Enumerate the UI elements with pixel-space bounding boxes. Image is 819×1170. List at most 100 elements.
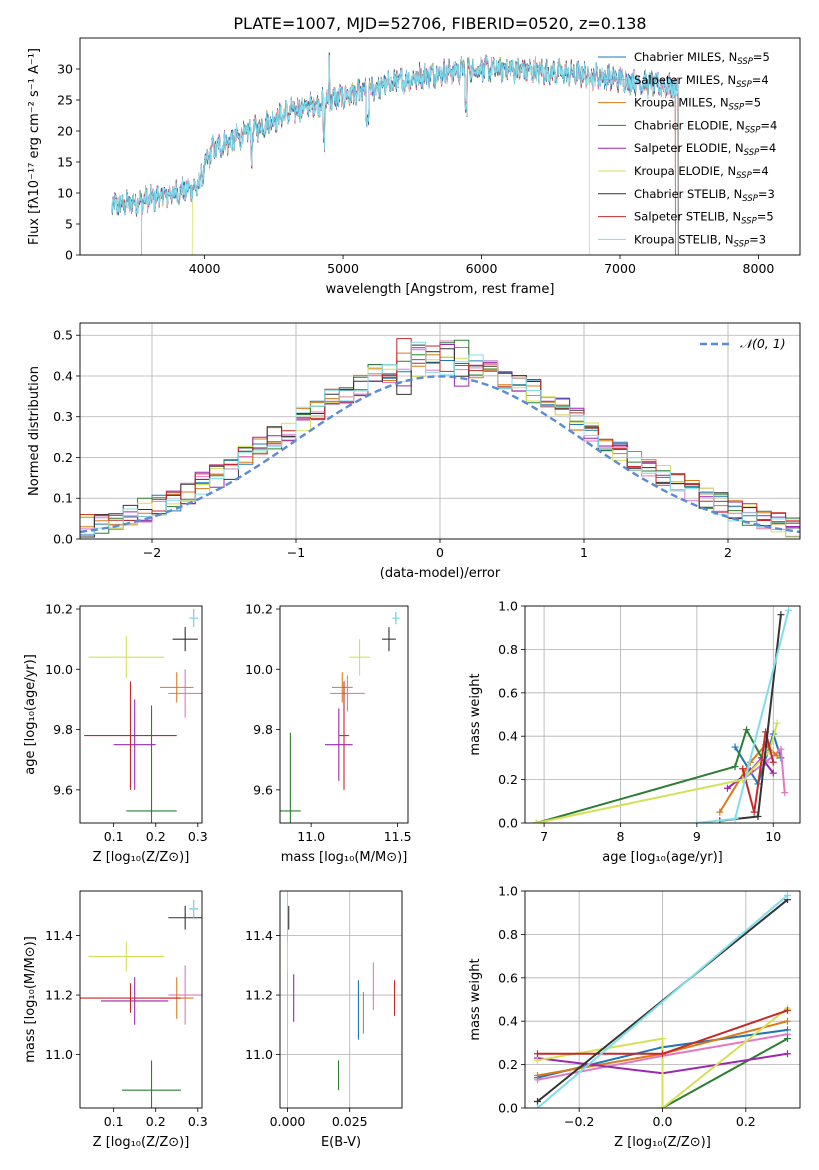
x-tick-label: 4000 xyxy=(189,261,221,276)
weight-marker xyxy=(784,1050,791,1058)
legend-suffix: =4 xyxy=(752,73,769,87)
axes-frame xyxy=(279,890,403,1109)
legend-suffix: =5 xyxy=(744,96,761,110)
weight-series-line xyxy=(742,747,786,793)
weight-marker xyxy=(731,763,739,771)
x-axis-label: E(B-V) xyxy=(321,1135,361,1150)
y-tick-label: 1.0 xyxy=(498,884,518,899)
x-tick-label: 2 xyxy=(724,545,732,560)
y-tick-label: 10.2 xyxy=(45,602,73,617)
legend-suffix: =4 xyxy=(760,118,777,132)
x-tick-label: 8000 xyxy=(743,261,775,276)
age-vs-mass-plot-area xyxy=(280,612,400,823)
errorbar-point xyxy=(80,983,181,1013)
y-axis-label: Normed distribution xyxy=(27,366,42,496)
errorbar-point xyxy=(280,732,301,823)
legend-label: Chabrier MILES, N xyxy=(634,50,737,64)
y-axis-label: mass weight xyxy=(468,958,483,1040)
weight-marker xyxy=(532,819,540,823)
weight-marker xyxy=(773,752,781,760)
weight-marker xyxy=(534,1050,541,1058)
weight-marker xyxy=(784,1006,791,1014)
legend-subscript: SSP xyxy=(742,194,758,204)
y-tick-label: 11.2 xyxy=(45,988,73,1003)
y-tick-label: 9.6 xyxy=(53,782,73,797)
errorbar-point xyxy=(88,636,165,679)
axes-frame xyxy=(79,890,203,1109)
weight-series-line xyxy=(696,610,790,823)
y-tick-label: 1.0 xyxy=(498,599,518,614)
legend-entry: Salpeter MILES, NSSP=4 xyxy=(634,73,769,90)
y-tick-label: 11.0 xyxy=(45,1047,73,1062)
y-tick-label: 0.2 xyxy=(498,772,518,787)
axes-frame xyxy=(79,37,801,256)
weight-marker xyxy=(785,606,793,614)
y-tick-label: 25 xyxy=(57,93,73,108)
mass-vs-Z-chart: 0.1 0.2 0.3 11.0 11.2 11.4 Z [log₁₀(Z/Z⊙)] mass… xyxy=(23,890,208,1150)
legend-entry: Chabrier STELIB, NSSP=3 xyxy=(634,187,775,204)
x-tick-label: 0.2 xyxy=(146,829,166,844)
weight-series-line xyxy=(662,1037,788,1108)
y-tick-label: 0.8 xyxy=(498,642,518,657)
legend-entry: Kroupa STELIB, NSSP=3 xyxy=(634,232,766,249)
weight-vs-Z-plot-area xyxy=(525,891,800,1108)
legend-subscript: SSP xyxy=(745,125,761,135)
legend-suffix: =5 xyxy=(757,210,774,224)
errorbar-point xyxy=(189,899,198,918)
legend-subscript: SSP xyxy=(736,171,752,181)
legend-subscript: SSP xyxy=(736,80,752,90)
y-tick-label: 0.3 xyxy=(53,409,73,424)
legend-subscript: SSP xyxy=(744,148,760,158)
x-tick-label: −1 xyxy=(287,545,305,560)
errorbar-point xyxy=(330,675,365,712)
y-tick-label: 0.4 xyxy=(498,1014,518,1029)
legend-entry: Chabrier MILES, NSSP=5 xyxy=(634,50,770,67)
legend-entry: Chabrier ELODIE, NSSP=4 xyxy=(634,118,777,135)
x-axis-label: Z [log₁₀(Z/Z⊙)] xyxy=(93,850,190,865)
x-tick-label: 6000 xyxy=(466,261,498,276)
errorbar-point xyxy=(168,965,202,1025)
weight-series-line xyxy=(536,722,779,823)
y-axis-label: Flux [fλ10⁻¹⁷ erg cm⁻² s⁻¹ A⁻¹] xyxy=(27,48,42,245)
x-tick-label: 0.1 xyxy=(104,1114,124,1129)
y-tick-label: 15 xyxy=(57,155,73,170)
weight-series-line xyxy=(537,1007,789,1108)
legend-subscript: SSP xyxy=(737,57,753,67)
errorbar-point xyxy=(126,705,177,823)
y-tick-label: 5 xyxy=(65,217,73,232)
x-tick-label: 11.5 xyxy=(384,829,412,844)
gaussian-curve xyxy=(80,375,800,534)
weight-marker xyxy=(773,719,781,727)
y-tick-label: 9.6 xyxy=(253,782,273,797)
x-tick-label: 11.0 xyxy=(297,829,325,844)
legend-suffix: =5 xyxy=(753,50,770,64)
y-tick-label: 0.4 xyxy=(53,368,73,383)
histogram-series xyxy=(80,341,800,538)
y-tick-label: 9.8 xyxy=(253,722,273,737)
y-tick-label: 0.8 xyxy=(498,927,518,942)
errorbar-point xyxy=(168,669,202,718)
x-axis-label: mass [log₁₀(M/M⊙)] xyxy=(281,850,408,865)
x-axis-label: Z [log₁₀(Z/Z⊙)] xyxy=(614,1135,711,1150)
legend-label: Chabrier STELIB, N xyxy=(634,187,742,201)
weight-vs-Z-chart: −0.2 0.0 0.2 0.0 0.2 0.4 0.6 0.8 1.0 Z [log₁₀(Z/Z… xyxy=(468,884,801,1150)
x-tick-label: 0.0 xyxy=(653,1114,673,1129)
weight-marker xyxy=(754,812,762,820)
errorbar-point xyxy=(88,941,165,972)
y-tick-label: 11.4 xyxy=(45,928,73,943)
errorbar-point xyxy=(338,681,350,790)
y-axis-label: age [log₁₀(age/yr)] xyxy=(23,654,38,775)
x-tick-label: 1 xyxy=(580,545,588,560)
histogram-legend: 𝒩(0, 1) xyxy=(700,336,786,351)
residuals-plot-area xyxy=(80,323,800,539)
x-axis-label: (data-model)/error xyxy=(380,566,501,581)
x-tick-label: 0.3 xyxy=(188,829,208,844)
weight-marker xyxy=(534,1104,541,1108)
legend-label: Kroupa ELODIE, N xyxy=(634,164,736,178)
weight-series-line xyxy=(536,727,763,823)
errorbar-point xyxy=(331,672,353,703)
legend-label: Kroupa MILES, N xyxy=(634,96,729,110)
weight-marker xyxy=(739,765,747,773)
